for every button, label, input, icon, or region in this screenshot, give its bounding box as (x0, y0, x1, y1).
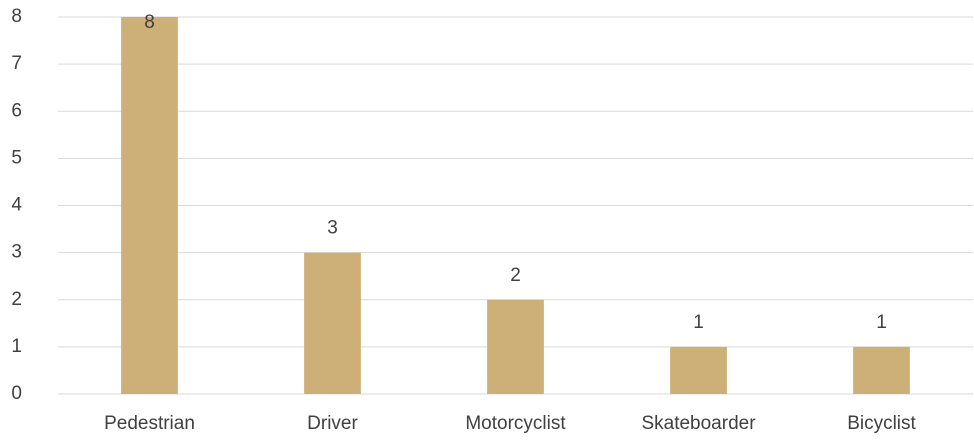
bar (487, 299, 544, 394)
bar (121, 17, 178, 394)
data-label: 8 (144, 12, 155, 33)
bar (853, 346, 910, 394)
y-tick-label: 8 (11, 6, 22, 27)
y-tick-label: 7 (11, 53, 22, 74)
bar (670, 346, 727, 394)
y-tick-label: 2 (11, 289, 22, 310)
y-tick-label: 1 (11, 336, 22, 357)
data-label: 1 (693, 312, 704, 333)
x-tick-label: Bicyclist (847, 413, 916, 434)
data-label: 1 (876, 312, 887, 333)
y-tick-label: 4 (11, 195, 22, 216)
x-tick-label: Skateboarder (641, 413, 756, 434)
x-tick-label: Driver (307, 413, 358, 434)
data-label: 2 (510, 265, 521, 286)
x-tick-label: Pedestrian (104, 413, 195, 434)
y-tick-label: 0 (11, 383, 22, 404)
data-label: 3 (327, 218, 338, 239)
x-tick-label: Motorcyclist (465, 413, 566, 434)
y-tick-label: 6 (11, 100, 22, 121)
bar (304, 252, 361, 394)
y-tick-label: 3 (11, 242, 22, 263)
y-tick-label: 5 (11, 147, 22, 168)
